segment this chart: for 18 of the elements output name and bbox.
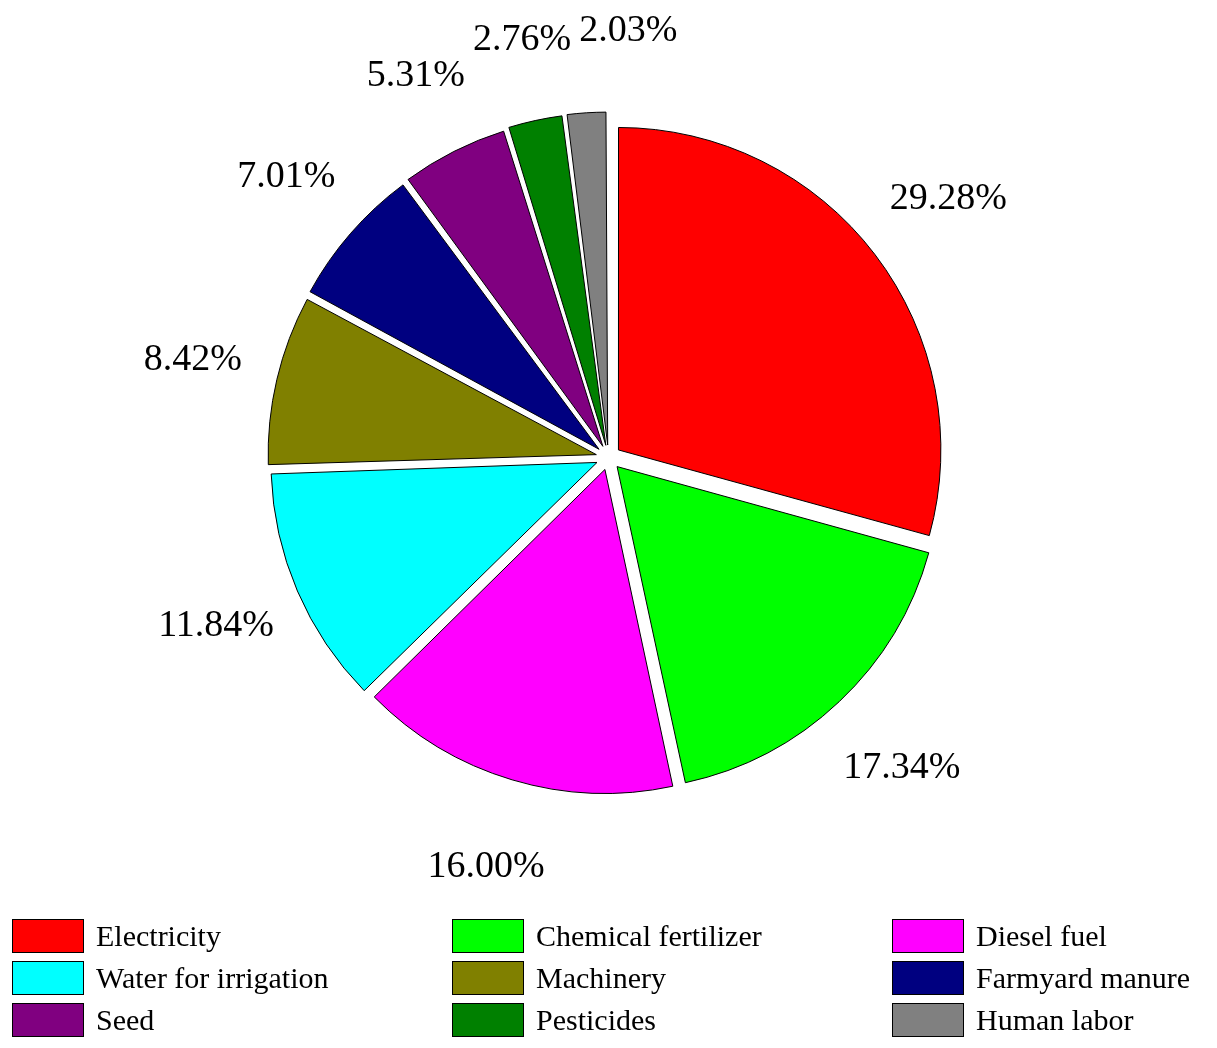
legend-label: Seed [96,1003,155,1037]
legend-label: Machinery [536,961,666,995]
data-label: 29.28% [889,174,1007,217]
data-label: 2.76% [473,16,572,59]
data-label: 16.00% [427,842,545,885]
legend-label: Farmyard manure [976,961,1191,995]
legend-label: Diesel fuel [976,919,1107,953]
legend-label: Water for irrigation [96,961,329,995]
legend-label: Electricity [96,919,221,953]
data-label: 11.84% [158,601,274,644]
legend-label: Chemical fertilizer [536,919,762,953]
legend-label: Pesticides [536,1003,656,1037]
data-label: 8.42% [143,335,242,378]
data-label: 7.01% [237,153,336,196]
data-label: 17.34% [843,743,961,786]
data-label: 2.03% [579,7,678,50]
legend-label: Human labor [976,1003,1134,1037]
data-label: 5.31% [366,52,466,95]
